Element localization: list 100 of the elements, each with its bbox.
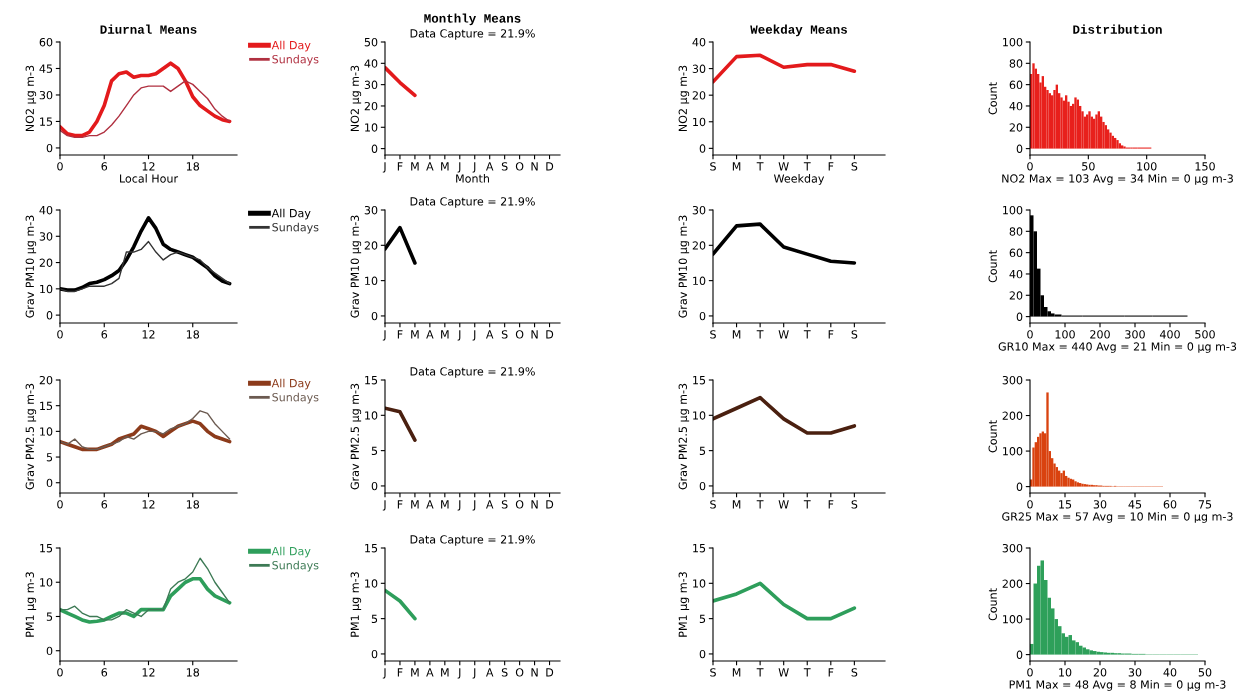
x-tick-label: T [803,330,811,339]
y-tick-label: 200 [1002,579,1023,588]
x-tick-label: J [457,500,461,511]
x-tick-label: A [426,330,434,339]
x-tick-label: 0 [57,330,63,339]
x-tick-label: 20 [1093,668,1107,677]
x-tick-label: 100 [1055,330,1075,339]
y-tick-label: 15 [40,544,53,553]
chart-subtitle: Data Capture = 21.9% [410,29,535,40]
y-axis-title: PM1 µg m-3 [350,572,362,637]
y-tick-label: 0 [371,649,378,659]
x-tick-label: J [457,162,461,173]
y-tick-label: 0 [699,649,706,659]
x-tick-label: J [382,330,386,341]
x-tick-label: J [472,668,476,679]
y-axis-title: Grav PM10 µg m-3 [678,215,690,318]
x-tick-label: M [732,330,741,339]
y-axis-title: PM1 µg m-3 [678,572,690,637]
x-tick-label: N [531,500,538,509]
chart-subtitle: Data Capture = 21.9% [410,367,535,378]
y-tick-label: 15 [40,117,53,126]
x-tick-label: A [426,668,434,677]
x-tick-label: M [411,330,419,339]
x-tick-label: S [501,668,508,677]
y-tick-label: 80 [1009,227,1023,236]
x-tick-label: T [756,162,764,171]
y-tick-label: 0 [46,311,53,320]
y-tick-label: 80 [1009,59,1023,68]
x-tick-label: M [411,500,419,509]
legend-label: All Day [271,546,311,558]
y-tick-label: 40 [1009,101,1023,111]
y-tick-label: 15 [693,376,706,385]
x-tick-label: F [828,668,834,677]
y-tick-label: 30 [364,80,378,90]
x-tick-label: J [472,162,476,173]
x-tick-label: M [732,668,741,677]
x-tick-label: 6 [101,162,108,171]
x-tick-label: 12 [142,500,155,509]
x-tick-label: M [441,162,449,171]
x-tick-label: S [501,330,508,339]
x-tick-label: 75 [1198,500,1212,509]
x-tick-label: 18 [186,162,200,171]
legend-label: All Day [271,378,311,390]
x-tick-label: 50 [1082,162,1095,171]
y-tick-label: 40 [39,205,53,215]
x-tick-label: 0 [1027,668,1033,677]
x-tick-label: W [778,500,789,509]
x-tick-label: T [756,668,764,677]
x-tick-label: 300 [1125,330,1145,339]
x-tick-label: 30 [1128,668,1142,677]
x-tick-label: 15 [1059,500,1072,509]
y-tick-label: 20 [1009,291,1023,300]
y-axis-title: Grav PM10 µg m-3 [350,215,362,318]
x-tick-label: 12 [142,330,155,339]
x-tick-label: 0 [57,500,63,509]
x-tick-label: 0 [1027,500,1033,509]
y-tick-label: 10 [693,579,706,588]
y-tick-label: 15 [693,544,706,553]
y-tick-label: 20 [692,91,706,100]
y-tick-label: 10 [693,117,706,127]
x-tick-label: O [515,668,524,677]
x-tick-label: 0 [1027,162,1033,171]
x-tick-label: 200 [1090,330,1110,339]
y-tick-label: 0 [46,143,53,153]
x-tick-label: J [382,162,386,173]
x-tick-label: A [485,162,494,171]
y-tick-label: 30 [692,64,706,73]
y-tick-label: 60 [1009,80,1023,90]
x-tick-label: O [515,500,524,509]
chart-subtitle: Data Capture = 21.9% [410,535,535,546]
y-tick-label: 0 [1016,312,1023,321]
x-tick-label: 100 [1137,162,1157,171]
y-tick-label: 40 [692,37,706,47]
y-tick-label: 30 [692,205,706,215]
x-tick-label: J [457,330,461,341]
x-tick-label: M [411,162,419,171]
y-tick-label: 20 [364,241,378,250]
x-tick-label: N [531,668,538,677]
x-tick-label: D [546,500,554,509]
x-tick-label: 12 [142,162,155,171]
y-tick-label: 0 [699,311,706,321]
y-tick-label: 5 [46,453,53,462]
legend-label: All Day [271,208,311,220]
y-axis-title: Grav PM2.5 µg m-3 [25,383,37,490]
chart-subtitle: Data Capture = 21.9% [410,197,535,208]
chart-title: Weekday Means [750,24,847,37]
y-axis-title: NO2 µg m-3 [678,65,690,132]
x-tick-label: 10 [1059,668,1072,677]
y-tick-label: 0 [1016,144,1023,153]
x-tick-label: N [531,162,538,171]
x-tick-label: M [441,330,449,339]
x-tick-label: 18 [186,500,200,509]
x-axis-title: Weekday [773,174,825,185]
y-tick-label: 300 [1002,375,1023,385]
y-tick-label: 10 [365,411,378,420]
y-tick-label: 100 [1003,37,1023,47]
y-tick-label: 50 [364,37,378,47]
x-tick-label: F [828,162,834,171]
x-tick-label: 60 [1163,500,1177,509]
x-tick-label: 12 [142,668,155,677]
